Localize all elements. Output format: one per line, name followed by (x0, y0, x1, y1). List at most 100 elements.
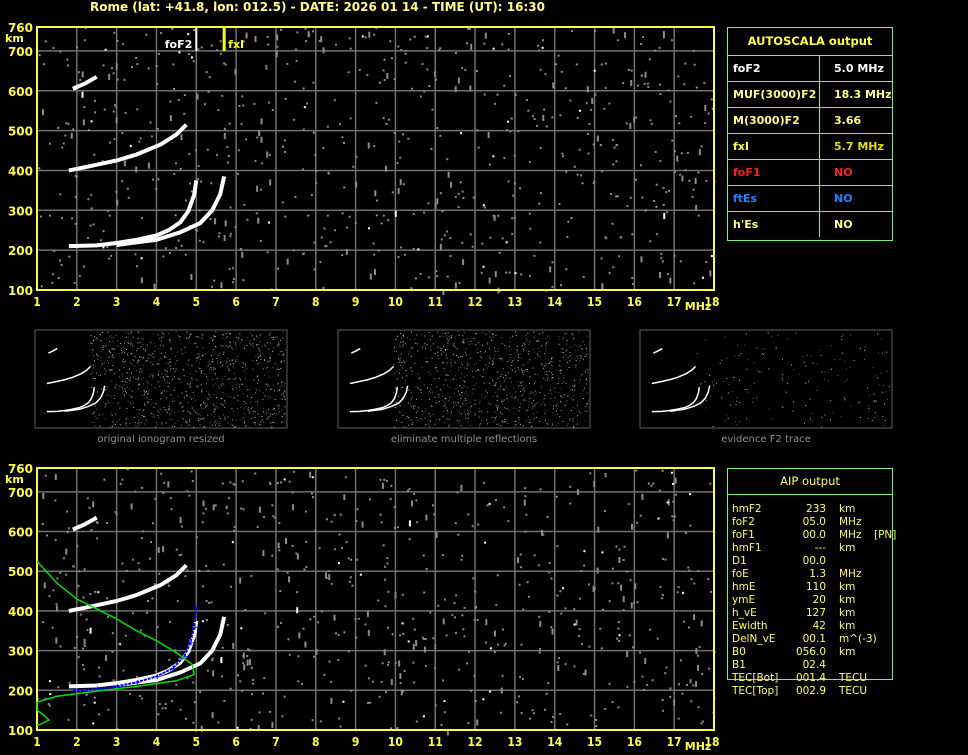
thumbnail-noise (744, 344, 746, 346)
noise-dot (232, 483, 235, 486)
thumbnail-noise (181, 405, 183, 407)
thumbnail-noise (232, 424, 234, 426)
thumbnail-noise (146, 396, 148, 398)
thumbnail-noise (811, 413, 813, 415)
thumbnail-noise (410, 392, 412, 394)
thumbnail-noise (456, 348, 458, 350)
thumbnail-noise (581, 355, 583, 357)
noise-dot (578, 109, 581, 112)
thumbnail-noise (558, 343, 560, 345)
noise-dot (387, 626, 390, 629)
thumbnail-noise (213, 335, 215, 337)
thumbnail-noise (418, 389, 420, 391)
noise-dot (309, 618, 312, 621)
thumbnail-noise (476, 333, 478, 335)
thumbnail-noise (222, 337, 224, 339)
thumbnail-noise (463, 393, 465, 395)
thumbnail-noise (507, 372, 509, 374)
thumbnail-noise (447, 393, 449, 395)
thumbnail-noise (850, 334, 852, 336)
thumbnail-noise (545, 337, 547, 339)
noise-dot (60, 264, 63, 267)
thumbnail-noise (411, 424, 413, 426)
thumbnail-noise (163, 407, 165, 409)
thumbnail-noise (474, 332, 476, 334)
thumbnail-noise (525, 341, 527, 343)
noise-dot (670, 39, 673, 42)
thumbnail-noise (509, 377, 511, 379)
thumbnail-noise (210, 363, 212, 365)
thumbnail-noise (832, 412, 834, 414)
noise-dot (704, 104, 707, 111)
noise-dot (423, 90, 426, 93)
noise-dot (556, 545, 559, 548)
thumbnail-noise (188, 336, 190, 338)
thumbnail-noise (194, 400, 196, 402)
thumbnail-noise (457, 401, 459, 403)
thumbnail-noise (174, 363, 176, 365)
noise-dot (697, 171, 700, 174)
thumbnail-noise (194, 411, 196, 413)
aip-point: + (193, 603, 201, 613)
thumbnail-noise (570, 410, 572, 412)
thumbnail-noise (218, 387, 220, 389)
noise-dot (497, 214, 500, 217)
thumbnail-noise (271, 426, 273, 428)
noise-dot (451, 613, 454, 616)
aip-row: ymE 20 km (727, 594, 897, 607)
thumbnail-noise (200, 404, 202, 406)
thumbnail-noise (198, 385, 200, 387)
thumbnail-noise (486, 423, 488, 425)
thumbnail-noise (539, 351, 541, 353)
noise-dot (647, 482, 650, 485)
noise-dot (625, 122, 628, 125)
thumbnail-noise (450, 359, 452, 361)
noise-dot (643, 82, 646, 85)
thumbnail-noise (154, 350, 156, 352)
noise-dot (396, 162, 399, 165)
thumbnail-noise (171, 410, 173, 412)
noise-dot (369, 273, 372, 280)
thumbnail-noise (782, 374, 784, 376)
thumbnail-noise (205, 390, 207, 392)
thumbnail-noise (155, 426, 157, 428)
thumbnail-noise (143, 390, 145, 392)
thumbnail-noise (559, 369, 561, 371)
noise-dot (212, 670, 215, 677)
noise-dot (237, 172, 240, 175)
noise-dot (617, 706, 620, 709)
noise-dot (494, 271, 497, 278)
noise-dot (286, 571, 289, 574)
thumbnail-noise (216, 377, 218, 379)
thumbnail-noise (712, 426, 714, 428)
thumbnail-noise (203, 401, 205, 403)
thumbnail-noise (283, 353, 285, 355)
thumbnail-noise (446, 384, 448, 386)
thumbnail-noise (561, 396, 563, 398)
thumbnail-noise (233, 378, 235, 380)
thumbnail-noise (108, 394, 110, 396)
thumbnail-noise (518, 422, 520, 424)
thumbnail-noise (137, 425, 139, 427)
noise-dot (548, 610, 551, 613)
thumbnail-noise (405, 343, 407, 345)
thumbnail-noise (159, 408, 161, 410)
x-axis-label: MHz (685, 300, 712, 313)
thumbnail-noise (579, 360, 581, 362)
thumbnail-noise (158, 411, 160, 413)
thumbnail-noise (204, 373, 206, 375)
noise-dot (557, 657, 560, 660)
thumbnail-noise (421, 333, 423, 335)
thumbnail-noise (581, 374, 583, 376)
noise-dot (666, 532, 669, 539)
thumbnail-noise (562, 356, 564, 358)
noise-dot (560, 284, 563, 287)
thumbnail-noise (96, 418, 98, 420)
thumbnail-noise (200, 405, 202, 407)
thumbnail-noise (246, 368, 248, 370)
noise-dot (394, 591, 397, 598)
thumbnail-noise (188, 424, 190, 426)
noise-dot (83, 644, 86, 647)
x-tick-label: 10 (388, 735, 403, 749)
thumbnail-noise (726, 378, 728, 380)
